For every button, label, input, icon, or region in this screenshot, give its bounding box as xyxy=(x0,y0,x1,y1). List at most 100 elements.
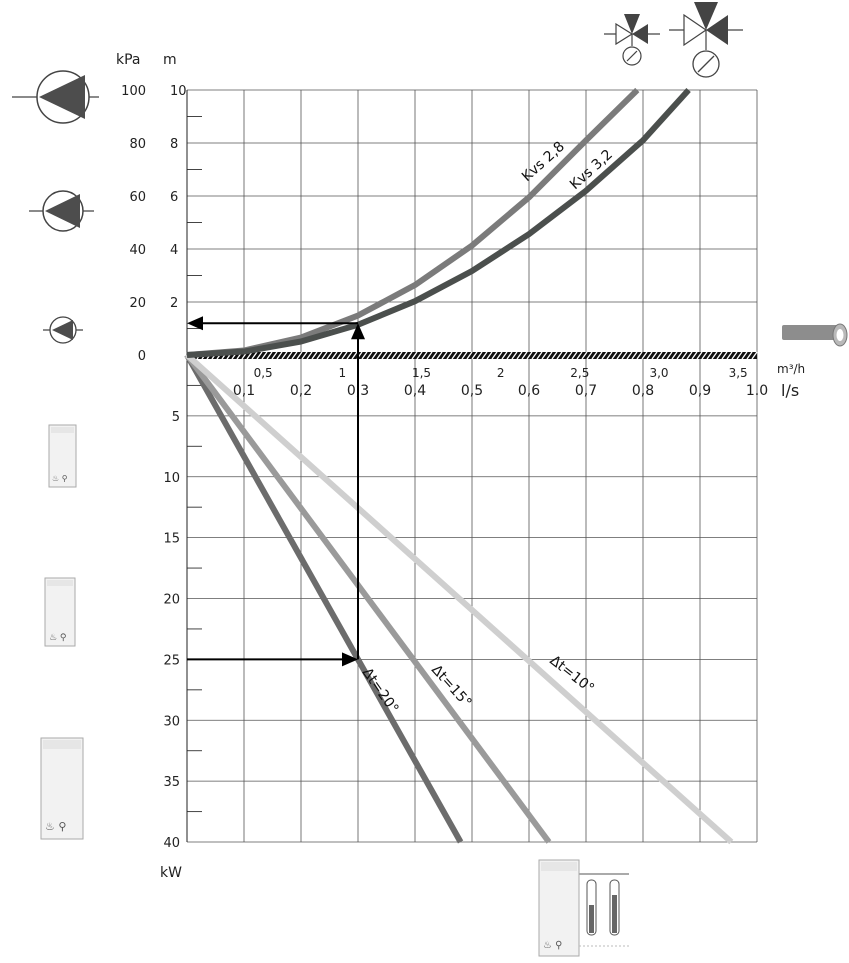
hatch-line xyxy=(466,351,473,360)
hatch-line xyxy=(336,351,343,360)
example-arrows xyxy=(187,316,365,667)
m3h-tick-label: 0,5 xyxy=(254,366,273,380)
hatch-line xyxy=(496,351,503,360)
hatch-line xyxy=(261,351,268,360)
hatch-line xyxy=(751,351,758,360)
hatch-line xyxy=(316,351,323,360)
ls-tick-label: 0,6 xyxy=(518,383,540,399)
hatch-line xyxy=(461,351,468,360)
zero-axis-band xyxy=(187,352,757,359)
ls-tick-label: 0,4 xyxy=(404,383,426,399)
ls-tick-label: 1.0 xyxy=(746,383,768,399)
curves xyxy=(184,87,734,845)
hatch-line xyxy=(516,351,523,360)
hatch-line xyxy=(476,351,483,360)
hatch-line xyxy=(426,351,433,360)
hatch-line xyxy=(431,351,438,360)
power-line xyxy=(184,353,552,844)
pressure-curve xyxy=(186,87,640,358)
kpa-axis-label: kPa xyxy=(116,52,141,68)
hatch-line xyxy=(416,351,423,360)
boiler-medium-icon: ♨ ⚲ xyxy=(44,577,76,647)
boiler-small-icon: ♨ ⚲ xyxy=(48,424,77,488)
hatch-line xyxy=(686,351,693,360)
hatch-line xyxy=(486,351,493,360)
hatch-line xyxy=(716,351,723,360)
boiler-large-icon: ♨ ⚲ xyxy=(40,737,84,840)
hatch-line xyxy=(501,351,508,360)
ls-tick-label: 0,8 xyxy=(632,383,654,399)
hatch-line xyxy=(736,351,743,360)
arrowhead-left xyxy=(187,316,203,331)
hatch-line xyxy=(446,351,453,360)
arrowhead-up xyxy=(351,323,365,340)
kw-tick-label: 25 xyxy=(163,653,180,668)
m3h-tick-label: 3,0 xyxy=(649,366,668,380)
hatch-line xyxy=(291,351,298,360)
hatch-line xyxy=(406,351,413,360)
kw-tick-label: 35 xyxy=(163,775,180,790)
m-tick-label: 6 xyxy=(170,190,178,205)
boiler-thermometer-icon: ♨ ⚲ xyxy=(538,859,629,957)
hatch-line xyxy=(511,351,518,360)
hatch-line xyxy=(546,351,553,360)
hatch-line xyxy=(271,351,278,360)
m3h-tick-label: 2,5 xyxy=(570,366,589,380)
kw-axis-label: kW xyxy=(160,865,182,881)
kpa-tick-label: 100 xyxy=(121,84,146,99)
hatch-line xyxy=(366,351,373,360)
hatch-line xyxy=(391,351,398,360)
hatch-line xyxy=(481,351,488,360)
hatch-line xyxy=(591,351,598,360)
power-line xyxy=(184,352,734,845)
hatch-line xyxy=(521,351,528,360)
hatch-line xyxy=(351,351,358,360)
hatch-line xyxy=(631,351,638,360)
hatch-line xyxy=(566,351,573,360)
m3h-axis-label: m³/h xyxy=(777,362,805,376)
hatch-line xyxy=(276,351,283,360)
kpa-tick-label: 80 xyxy=(129,137,146,152)
hatch-line xyxy=(281,351,288,360)
hatch-line xyxy=(711,351,718,360)
hatch-line xyxy=(346,351,353,360)
hatch-line xyxy=(456,351,463,360)
hatch-line xyxy=(586,351,593,360)
hatch-line xyxy=(706,351,713,360)
hatch-line xyxy=(561,351,568,360)
hatch-line xyxy=(441,351,448,360)
kw-tick-label: 30 xyxy=(163,714,180,729)
pipe-icon xyxy=(782,323,848,347)
hatch-line xyxy=(311,351,318,360)
hatch-line xyxy=(436,351,443,360)
hatch-line xyxy=(616,351,623,360)
hatch-line xyxy=(611,351,618,360)
kw-tick-label: 10 xyxy=(163,471,180,486)
m3h-tick-label: 3,5 xyxy=(729,366,748,380)
hatch-line xyxy=(636,351,643,360)
pressure-curve xyxy=(186,87,691,358)
hatch-line xyxy=(556,351,563,360)
dt20-label: Δt=20° xyxy=(359,665,402,716)
hatch-line xyxy=(396,351,403,360)
ls-axis-label: l/s xyxy=(781,381,799,400)
hatch-line xyxy=(251,351,258,360)
hatch-line xyxy=(666,351,673,360)
hatch-line xyxy=(606,351,613,360)
hatch-line xyxy=(671,351,678,360)
hatch-line xyxy=(681,351,688,360)
kw-tick-label: 40 xyxy=(163,836,180,851)
hatch-line xyxy=(306,351,313,360)
kw-tick-label: 15 xyxy=(163,532,180,547)
hatch-line xyxy=(326,351,333,360)
hatch-line xyxy=(526,351,533,360)
valve-large-icon xyxy=(669,2,743,78)
m3h-tick-label: 1 xyxy=(339,366,347,380)
hatch-line xyxy=(646,351,653,360)
hatch-line xyxy=(506,351,513,360)
m-tick-label: 2 xyxy=(170,296,178,311)
hatch-line xyxy=(341,351,348,360)
hatch-line xyxy=(651,351,658,360)
